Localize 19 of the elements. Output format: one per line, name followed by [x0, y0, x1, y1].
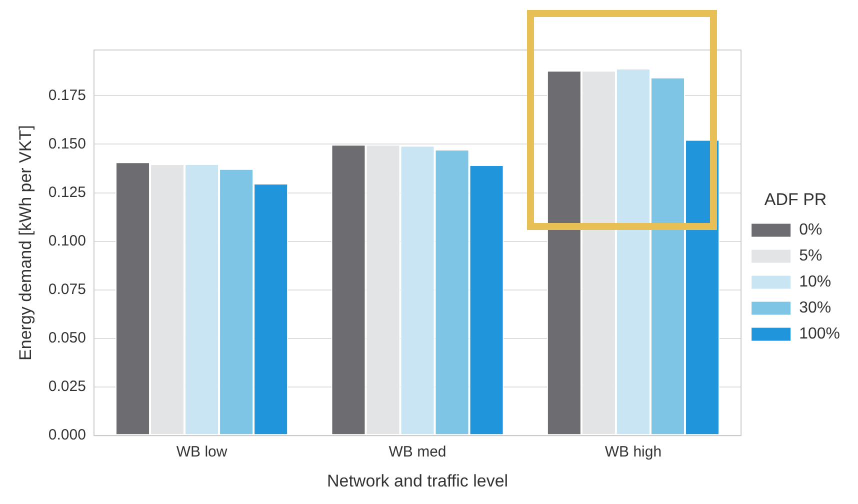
legend-label: 0% — [799, 222, 822, 239]
legend-label: 30% — [799, 300, 832, 317]
x-tick-label: WB med — [388, 444, 446, 461]
legend-title: ADF PR — [764, 190, 827, 209]
x-tick-label: WB high — [604, 444, 662, 461]
y-tick-label: 0.025 — [48, 378, 86, 396]
y-tick-label: 0.100 — [48, 232, 86, 250]
legend-label: 100% — [799, 326, 840, 343]
y-tick-label: 0.000 — [48, 426, 86, 444]
y-tick-label: 0.125 — [48, 184, 86, 201]
x-tick-label: WB low — [176, 444, 228, 461]
x-axis-title: Network and traffic level — [326, 471, 508, 490]
legend-label: 10% — [799, 274, 832, 291]
y-tick-label: 0.175 — [48, 86, 86, 104]
y-tick-label: 0.150 — [48, 135, 86, 152]
y-tick-label: 0.050 — [48, 330, 86, 347]
y-tick-label: 0.075 — [48, 281, 86, 298]
y-axis-title: Energy demand [kWh per VKT] — [16, 125, 35, 360]
legend-label: 5% — [799, 248, 822, 265]
